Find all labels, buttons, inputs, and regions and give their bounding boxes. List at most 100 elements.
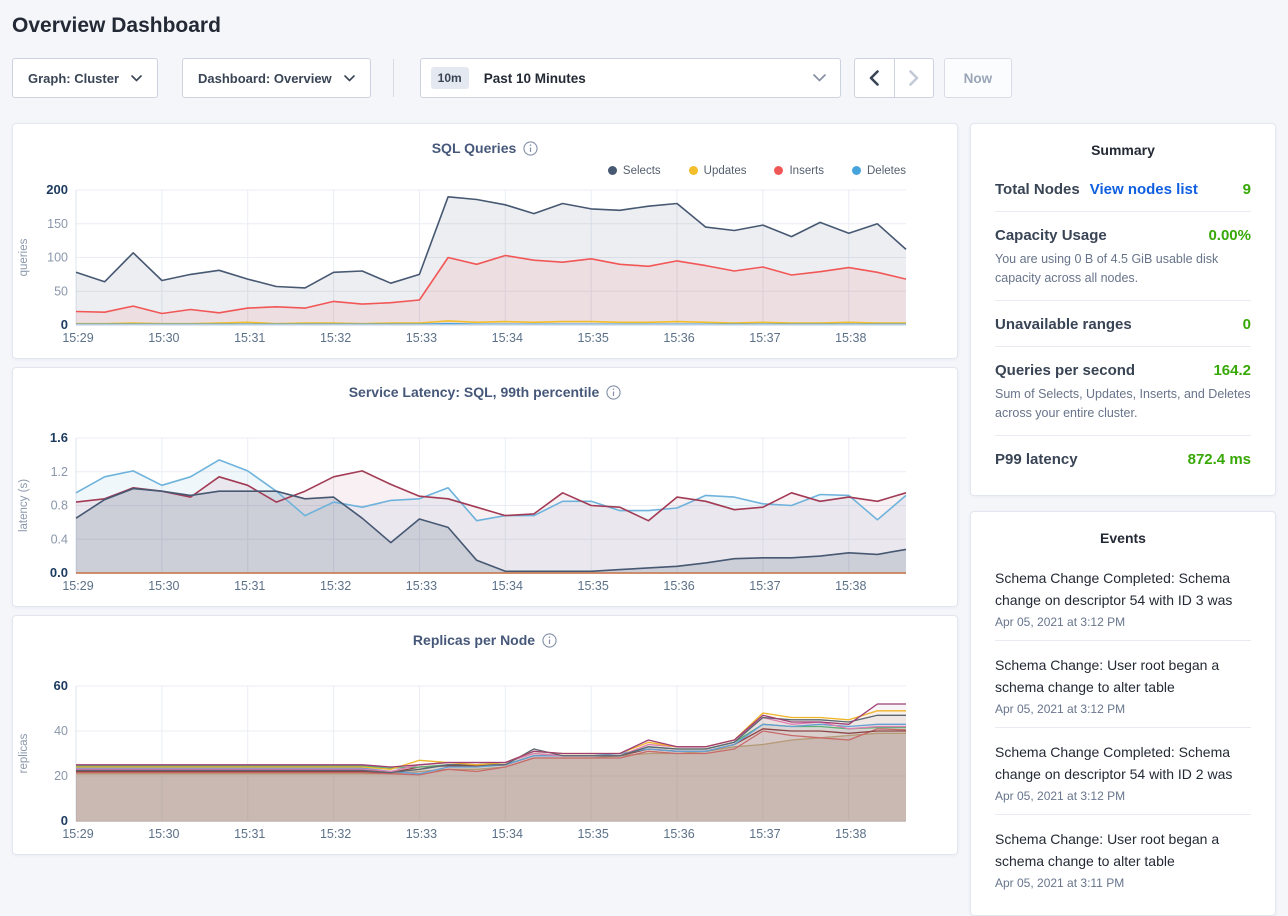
chevron-down-icon — [131, 74, 142, 82]
svg-text:15:37: 15:37 — [749, 827, 780, 841]
now-button[interactable]: Now — [943, 58, 1013, 98]
graph-dropdown[interactable]: Graph: Cluster — [12, 58, 159, 98]
overview-dashboard-page: Overview Dashboard Graph: Cluster Dashbo… — [0, 14, 1288, 916]
summary-title: Summary — [1091, 142, 1155, 158]
time-next-button[interactable] — [893, 58, 934, 98]
dashboard-dropdown-label: Dashboard: Overview — [198, 70, 332, 86]
event-message: Schema Change: User root began a schema … — [995, 657, 1220, 695]
chart-legend: Selects Updates Inserts Deletes — [13, 162, 957, 180]
svg-text:15:38: 15:38 — [835, 331, 866, 345]
sidebar: Summary Total Nodes View nodes list 9 Ca… — [970, 123, 1276, 916]
svg-text:20: 20 — [54, 769, 68, 783]
svg-text:15:36: 15:36 — [663, 579, 694, 593]
svg-text:15:35: 15:35 — [578, 579, 609, 593]
legend-item: Selects — [607, 165, 661, 177]
svg-text:queries: queries — [18, 238, 30, 276]
time-window-badge: 10m — [430, 67, 469, 89]
svg-text:15:32: 15:32 — [320, 827, 351, 841]
svg-text:15:37: 15:37 — [749, 331, 780, 345]
view-nodes-list-link[interactable]: View nodes list — [1089, 181, 1198, 198]
svg-text:15:34: 15:34 — [492, 579, 523, 593]
svg-text:200: 200 — [46, 182, 68, 197]
info-icon[interactable] — [542, 632, 557, 648]
event-timestamp: Apr 05, 2021 at 3:11 PM — [995, 876, 1125, 890]
legend-item: Deletes — [852, 165, 906, 177]
summary-row-unavailable-ranges: Unavailable ranges 0 — [995, 301, 1251, 346]
summary-label: Total Nodes — [995, 181, 1080, 198]
summary-label: Capacity Usage — [995, 227, 1107, 244]
graph-dropdown-label: Graph: Cluster — [28, 70, 120, 86]
svg-text:1.2: 1.2 — [51, 465, 68, 479]
divider — [995, 346, 1251, 347]
svg-text:15:29: 15:29 — [62, 579, 93, 593]
legend-item: Updates — [688, 165, 746, 177]
svg-text:15:30: 15:30 — [148, 331, 179, 345]
sql-queries-panel: SQL Queries Selects Updates Inserts Deletes… — [12, 123, 958, 359]
svg-text:15:37: 15:37 — [749, 579, 780, 593]
summary-row-total-nodes: Total Nodes View nodes list 9 — [995, 166, 1251, 211]
event-message: Schema Change: User root began a schema … — [995, 831, 1220, 869]
summary-row-capacity-usage: Capacity Usage 0.00% — [995, 212, 1251, 257]
summary-value: 0 — [1242, 316, 1251, 333]
event-message: Schema Change Completed: Schema change o… — [995, 744, 1233, 782]
svg-text:15:38: 15:38 — [835, 579, 866, 593]
summary-row-p99-latency: P99 latency 872.4 ms — [995, 436, 1251, 481]
info-icon[interactable] — [523, 140, 538, 156]
time-nav-buttons — [853, 58, 934, 98]
svg-text:15:30: 15:30 — [148, 827, 179, 841]
chart-title-sql-queries: SQL Queries — [431, 140, 517, 156]
toolbar-divider — [392, 59, 394, 97]
svg-text:15:32: 15:32 — [320, 331, 351, 345]
event-message: Schema Change Completed: Schema change o… — [995, 570, 1233, 608]
svg-text:15:34: 15:34 — [492, 827, 523, 841]
toolbar: Graph: Cluster Dashboard: Overview 10m P… — [12, 58, 1276, 98]
svg-text:15:35: 15:35 — [578, 331, 609, 345]
events-title: Events — [1100, 530, 1146, 546]
info-icon[interactable] — [606, 384, 621, 400]
svg-text:15:30: 15:30 — [148, 579, 179, 593]
svg-text:50: 50 — [54, 284, 68, 298]
chevron-down-icon — [343, 74, 355, 82]
svg-text:15:29: 15:29 — [62, 331, 93, 345]
svg-text:40: 40 — [54, 724, 68, 738]
summary-value: 164.2 — [1213, 362, 1251, 379]
service-latency-chart[interactable]: 15:29 15:30 15:31 15:32 15:33 15:34 15:35 15:36… — [13, 428, 957, 596]
legend-item: Inserts — [774, 165, 824, 177]
summary-value: 0.00% — [1208, 227, 1251, 244]
sql-queries-chart[interactable]: 15:29 15:30 15:31 15:32 15:33 15:34 15:35 15:36… — [13, 180, 957, 348]
svg-text:15:33: 15:33 — [406, 579, 437, 593]
replicas-per-node-chart[interactable]: 15:29 15:30 15:31 15:32 15:33 15:34 15:35 15:36… — [13, 676, 957, 844]
divider — [995, 435, 1251, 436]
summary-value: 9 — [1242, 181, 1251, 198]
svg-text:0: 0 — [61, 317, 68, 332]
event-item: Schema Change: User root began a schema … — [995, 641, 1251, 727]
legend-dot — [607, 166, 617, 175]
summary-subtext: You are using 0 B of 4.5 GiB usable disk… — [995, 252, 1219, 285]
divider — [995, 640, 1251, 641]
summary-value: 872.4 ms — [1187, 451, 1251, 468]
svg-text:150: 150 — [47, 217, 68, 231]
time-range-selector[interactable]: 10m Past 10 Minutes — [419, 58, 841, 98]
event-timestamp: Apr 05, 2021 at 3:12 PM — [995, 789, 1126, 803]
time-prev-button[interactable] — [853, 58, 894, 98]
chevron-down-icon — [812, 74, 826, 82]
svg-text:15:33: 15:33 — [406, 827, 437, 841]
event-item: Schema Change: User root began a schema … — [995, 815, 1251, 901]
dashboard-dropdown[interactable]: Dashboard: Overview — [182, 58, 371, 98]
summary-subtext: Sum of Selects, Updates, Inserts, and De… — [995, 387, 1251, 420]
svg-text:15:31: 15:31 — [234, 827, 265, 841]
summary-label: P99 latency — [995, 451, 1078, 468]
events-panel: Events Schema Change Completed: Schema c… — [970, 511, 1276, 916]
divider — [995, 727, 1251, 728]
svg-text:0.4: 0.4 — [51, 532, 68, 546]
svg-text:15:33: 15:33 — [406, 331, 437, 345]
svg-text:0: 0 — [61, 813, 68, 828]
svg-text:replicas: replicas — [18, 733, 30, 773]
event-timestamp: Apr 05, 2021 at 3:12 PM — [995, 702, 1126, 716]
charts-column: SQL Queries Selects Updates Inserts Deletes… — [12, 123, 958, 855]
page-title: Overview Dashboard — [12, 14, 221, 37]
chevron-right-icon — [908, 70, 918, 86]
event-item: Schema Change Completed: Schema change o… — [995, 554, 1251, 640]
summary-row-queries-per-second: Queries per second 164.2 — [995, 347, 1251, 392]
divider — [995, 814, 1251, 815]
